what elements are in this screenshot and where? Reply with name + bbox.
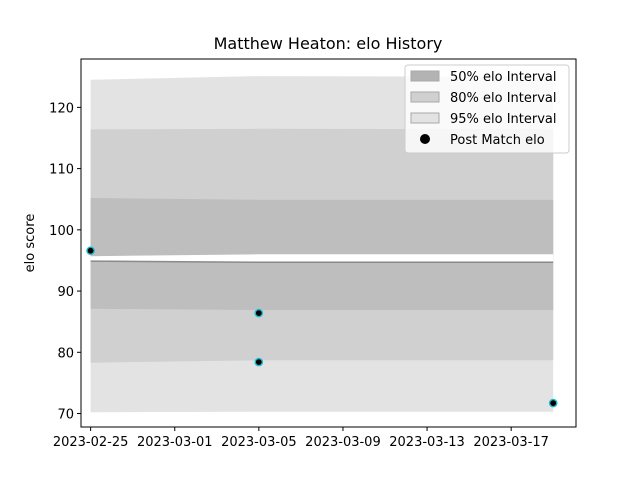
y-tick-label: 70 — [57, 408, 74, 423]
axes-frame — [80, 58, 577, 428]
y-tick-label: 110 — [49, 163, 74, 178]
y-tick-label: 80 — [57, 346, 74, 361]
x-tick-label: 2023-03-09 — [305, 435, 381, 450]
data-point-2 — [254, 308, 264, 318]
y-axis-label: elo score — [23, 214, 38, 273]
legend-label: Post Match elo — [450, 133, 545, 148]
axes: 2023-02-25 2023-03-01 2023-03-05 2023-03-09… — [49, 58, 577, 450]
data-point-4 — [548, 398, 558, 408]
legend: 50% elo Interval 80% elo Interval 95% elo … — [404, 64, 570, 154]
y-tick-label: 100 — [49, 224, 74, 239]
x-tick-label: 2023-02-25 — [53, 435, 129, 450]
x-tick-label: 2023-03-01 — [137, 435, 213, 450]
x-tick-label: 2023-03-05 — [221, 435, 297, 450]
legend-label: 95% elo Interval — [450, 112, 557, 127]
data-point-3 — [254, 357, 264, 367]
legend-label: 50% elo Interval — [450, 70, 557, 85]
legend-label: 80% elo Interval — [450, 91, 557, 106]
legend-swatch-50-elo-interval — [410, 70, 440, 82]
plot-area — [86, 76, 558, 413]
chart-title: Matthew Heaton: elo History — [214, 34, 443, 53]
data-point-1 — [86, 246, 95, 255]
x-tick-label: 2023-03-13 — [389, 435, 465, 450]
mean-line — [90, 260, 554, 264]
x-tick-label: 2023-03-17 — [473, 435, 549, 450]
y-tick-label: 120 — [49, 101, 74, 116]
mean-gap — [90, 254, 554, 263]
legend-swatch-80-elo-interval — [410, 91, 440, 103]
legend-box — [404, 64, 570, 154]
band-50-elo-interval — [90, 198, 554, 310]
legend-marker-post-match-elo — [420, 134, 430, 144]
y-tick-label: 90 — [57, 285, 74, 300]
legend-swatch-95-elo-interval — [410, 112, 440, 124]
